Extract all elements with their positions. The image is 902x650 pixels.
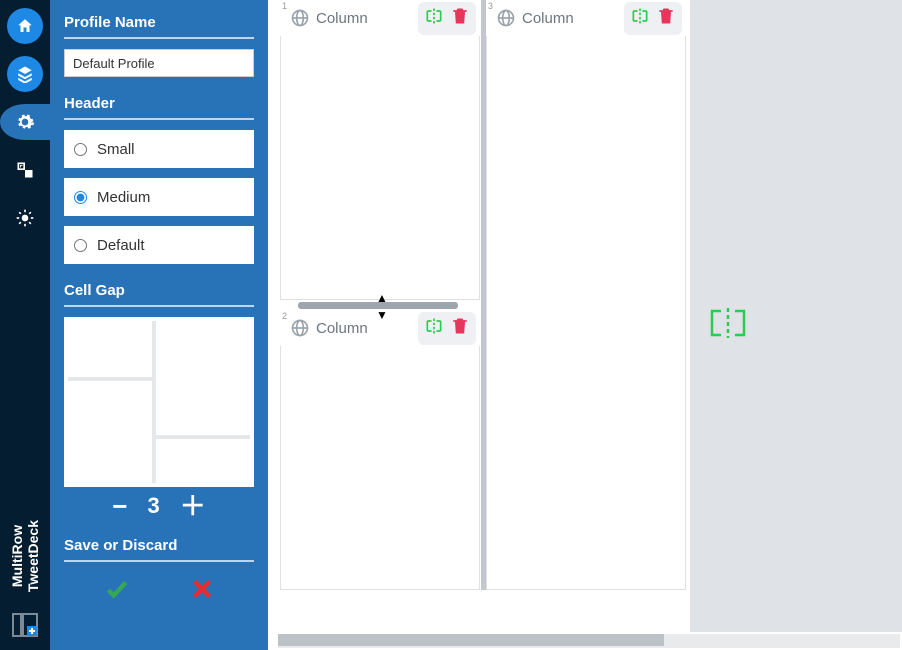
split-icon [630, 6, 650, 26]
insert-column-marker[interactable] [706, 308, 750, 343]
header-radio-default[interactable] [74, 239, 87, 252]
settings-panel: Profile Name Header Small Medium Default… [50, 0, 268, 650]
insert-split-icon [706, 308, 750, 338]
cellgap-value: 3 [147, 493, 159, 519]
cellgap-decrease-button[interactable]: − [112, 493, 127, 519]
brightness-icon [15, 208, 35, 228]
app-logo-text: MultiRowTweetDeck [9, 520, 41, 592]
header-option-label: Default [97, 237, 145, 254]
column-actions [418, 2, 476, 35]
delete-column-button[interactable] [656, 6, 676, 31]
layout-canvas[interactable]: 1 Column 2 Column 3 Column ▲ ▼ [268, 0, 902, 650]
split-icon [424, 6, 444, 26]
settings-button[interactable] [0, 104, 50, 140]
translate-icon [15, 160, 35, 180]
split-column-button[interactable] [630, 6, 650, 31]
scrollbar-thumb[interactable] [278, 634, 664, 646]
cellgap-preview [64, 317, 254, 487]
delete-column-button[interactable] [450, 316, 470, 341]
resize-up-caret: ▲ [376, 291, 388, 305]
header-option-label: Medium [97, 189, 150, 206]
split-column-button[interactable] [424, 316, 444, 341]
column-body[interactable] [280, 346, 480, 590]
layout-column[interactable]: 2 Column [280, 310, 480, 590]
column-body[interactable] [486, 36, 686, 590]
resize-down-caret: ▼ [376, 308, 388, 322]
globe-icon [290, 8, 310, 28]
add-layout-button[interactable] [9, 610, 41, 640]
header-option-small[interactable]: Small [64, 130, 254, 168]
header-option-label: Small [97, 141, 135, 158]
column-number: 3 [488, 1, 493, 11]
column-title: Column [522, 10, 624, 27]
column-number: 1 [282, 1, 287, 11]
trash-icon [656, 6, 676, 26]
cellgap-increase-button[interactable]: ＋ [180, 493, 206, 519]
header-label: Header [64, 95, 254, 120]
theme-button[interactable] [7, 200, 43, 236]
header-option-medium[interactable]: Medium [64, 178, 254, 216]
save-discard-label: Save or Discard [64, 537, 254, 562]
gear-icon [15, 112, 35, 132]
profile-name-label: Profile Name [64, 14, 254, 39]
layers-button[interactable] [7, 56, 43, 92]
globe-icon [290, 318, 310, 338]
cross-icon [189, 576, 215, 602]
split-icon [424, 316, 444, 336]
globe-icon [496, 8, 516, 28]
home-button[interactable] [7, 8, 43, 44]
discard-button[interactable] [189, 576, 215, 607]
split-column-button[interactable] [424, 6, 444, 31]
cellgap-stepper: − 3 ＋ [64, 493, 254, 519]
column-header: 1 Column [280, 0, 480, 36]
column-header: 3 Column [486, 0, 686, 36]
translate-button[interactable] [7, 152, 43, 188]
header-radio-small[interactable] [74, 143, 87, 156]
column-divider[interactable] [481, 0, 486, 590]
check-icon [104, 576, 130, 602]
save-button[interactable] [104, 576, 130, 607]
header-radio-medium[interactable] [74, 191, 87, 204]
trash-icon [450, 6, 470, 26]
header-option-default[interactable]: Default [64, 226, 254, 264]
column-title: Column [316, 320, 418, 337]
home-icon [16, 17, 34, 35]
delete-column-button[interactable] [450, 6, 470, 31]
cellgap-label: Cell Gap [64, 282, 254, 307]
horizontal-scrollbar[interactable] [278, 634, 900, 648]
layout-column[interactable]: 3 Column [486, 0, 686, 590]
column-title: Column [316, 10, 418, 27]
layers-icon [16, 65, 34, 83]
nav-rail: MultiRowTweetDeck [0, 0, 50, 650]
column-body[interactable] [280, 36, 480, 300]
column-actions [624, 2, 682, 35]
trash-icon [450, 316, 470, 336]
column-actions [418, 312, 476, 345]
add-layout-icon [12, 613, 38, 637]
profile-name-input[interactable] [64, 49, 254, 77]
column-number: 2 [282, 311, 287, 321]
layout-column[interactable]: 1 Column [280, 0, 480, 300]
